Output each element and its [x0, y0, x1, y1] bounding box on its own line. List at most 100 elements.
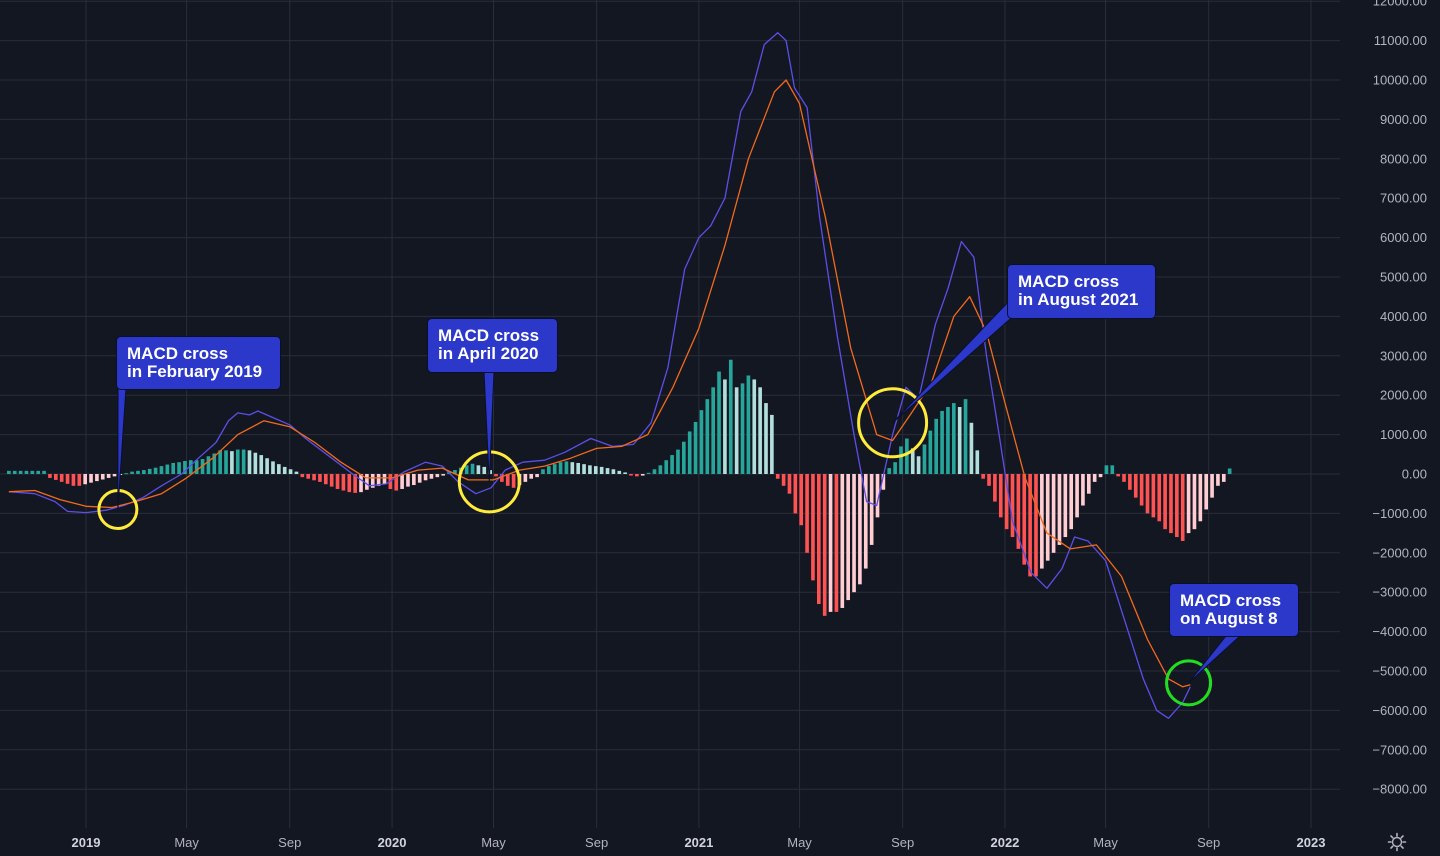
- macd-line: [8, 32, 1191, 719]
- histogram-bar: [635, 474, 639, 477]
- histogram-bar: [18, 470, 23, 474]
- histogram-bar: [259, 455, 264, 474]
- histogram-bar: [717, 371, 721, 474]
- histogram-bar: [552, 464, 557, 474]
- histogram-bar: [1045, 474, 1050, 561]
- histogram-bar: [916, 456, 921, 474]
- histogram-bar: [752, 379, 757, 474]
- histogram-bar: [981, 474, 985, 479]
- histogram-bar: [858, 474, 862, 585]
- histogram-bar: [869, 474, 874, 545]
- histogram-bar: [165, 464, 170, 474]
- histogram-bar: [77, 474, 82, 486]
- histogram-bar: [1221, 474, 1226, 482]
- histogram-bar: [834, 474, 839, 612]
- grid-lines: [0, 0, 1340, 828]
- histogram-bar: [893, 462, 897, 474]
- histogram-bar: [1092, 474, 1097, 482]
- histogram-bar: [500, 474, 504, 482]
- histogram-bar: [541, 469, 545, 474]
- x-tick-label: May: [787, 835, 812, 850]
- histogram-bar: [1180, 474, 1185, 541]
- x-axis-ticks: 2019 May Sep 2020 May Sep 2021 May Sep 2022 May Sep…: [72, 835, 1326, 850]
- settings-gear-icon[interactable]: [1387, 832, 1407, 852]
- histogram-bar: [177, 462, 181, 474]
- histogram-bar: [100, 474, 105, 480]
- y-tick-label: 1000.00: [1380, 427, 1427, 442]
- histogram-bar: [188, 460, 193, 474]
- callout-pointer: [483, 371, 495, 482]
- histogram-bar: [1104, 465, 1109, 474]
- histogram-bar: [1051, 474, 1056, 553]
- histogram-bar: [1157, 474, 1162, 522]
- histogram-bar: [1198, 474, 1203, 522]
- histogram-bar: [975, 450, 980, 474]
- histogram-bar: [1116, 474, 1120, 477]
- histogram-bar: [817, 474, 821, 605]
- indicator-lines: [8, 32, 1191, 719]
- histogram-bar: [112, 474, 117, 477]
- histogram-bar: [1204, 474, 1209, 510]
- histogram-bar: [511, 474, 516, 488]
- histogram-bar: [734, 387, 739, 474]
- y-tick-label: 10000.00: [1373, 73, 1427, 88]
- histogram-bar: [95, 474, 99, 482]
- y-tick-label: −5000.00: [1372, 664, 1427, 679]
- histogram-bars: [7, 359, 1232, 616]
- histogram-bar: [623, 472, 627, 474]
- histogram-bar: [910, 448, 915, 474]
- y-tick-label: 12000.00: [1373, 0, 1427, 9]
- histogram-bar: [365, 474, 369, 490]
- histogram-bar: [799, 474, 804, 526]
- histogram-bar: [682, 441, 686, 474]
- histogram-bar: [951, 403, 956, 474]
- callout-aug-8: MACD cross on August 8: [1169, 583, 1299, 637]
- histogram-bar: [130, 471, 134, 474]
- histogram-bar: [435, 474, 440, 478]
- histogram-bar: [1169, 474, 1173, 534]
- y-tick-label: −2000.00: [1372, 545, 1427, 560]
- cross-circle-yellow: [857, 387, 929, 459]
- callout-pointer: [1188, 635, 1242, 684]
- histogram-bar: [1057, 474, 1062, 545]
- y-tick-label: 3000.00: [1380, 348, 1427, 363]
- histogram-bar: [1016, 474, 1021, 549]
- histogram-bar: [875, 474, 880, 518]
- histogram-bar: [247, 450, 252, 474]
- histogram-bar: [282, 466, 287, 474]
- histogram-bar: [599, 466, 604, 474]
- histogram-bar: [36, 470, 41, 474]
- histogram-bar: [676, 449, 680, 474]
- histogram-bar: [142, 470, 146, 474]
- y-tick-label: −7000.00: [1372, 742, 1427, 757]
- callout-aug-2021-line1: MACD cross: [1018, 272, 1120, 291]
- histogram-bar: [728, 359, 733, 474]
- histogram-bar: [723, 379, 727, 474]
- histogram-bar: [1192, 474, 1197, 530]
- callout-pointers: [117, 299, 1242, 684]
- histogram-bar: [558, 462, 563, 474]
- histogram-bar: [323, 474, 328, 485]
- histogram-bar: [89, 474, 93, 483]
- histogram-bar: [887, 468, 892, 474]
- histogram-bar: [770, 414, 774, 474]
- histogram-bar: [564, 461, 569, 474]
- histogram-bar: [341, 474, 346, 491]
- histogram-bar: [1133, 474, 1138, 498]
- histogram-bar: [846, 474, 850, 601]
- histogram-bar: [881, 474, 886, 490]
- histogram-bar: [863, 474, 868, 569]
- x-tick-label: Sep: [585, 835, 608, 850]
- x-tick-label: 2020: [378, 835, 407, 850]
- histogram-bar: [194, 460, 199, 474]
- histogram-bar: [664, 460, 669, 474]
- histogram-bar: [505, 474, 510, 486]
- histogram-bar: [828, 474, 833, 612]
- histogram-bar: [277, 464, 281, 474]
- histogram-bar: [1145, 474, 1150, 514]
- y-tick-label: 11000.00: [1374, 33, 1427, 48]
- x-tick-label: 2019: [72, 835, 101, 850]
- histogram-bar: [106, 474, 111, 478]
- callout-aug-8-line1: MACD cross: [1180, 591, 1282, 610]
- x-tick-label: 2023: [1297, 835, 1326, 850]
